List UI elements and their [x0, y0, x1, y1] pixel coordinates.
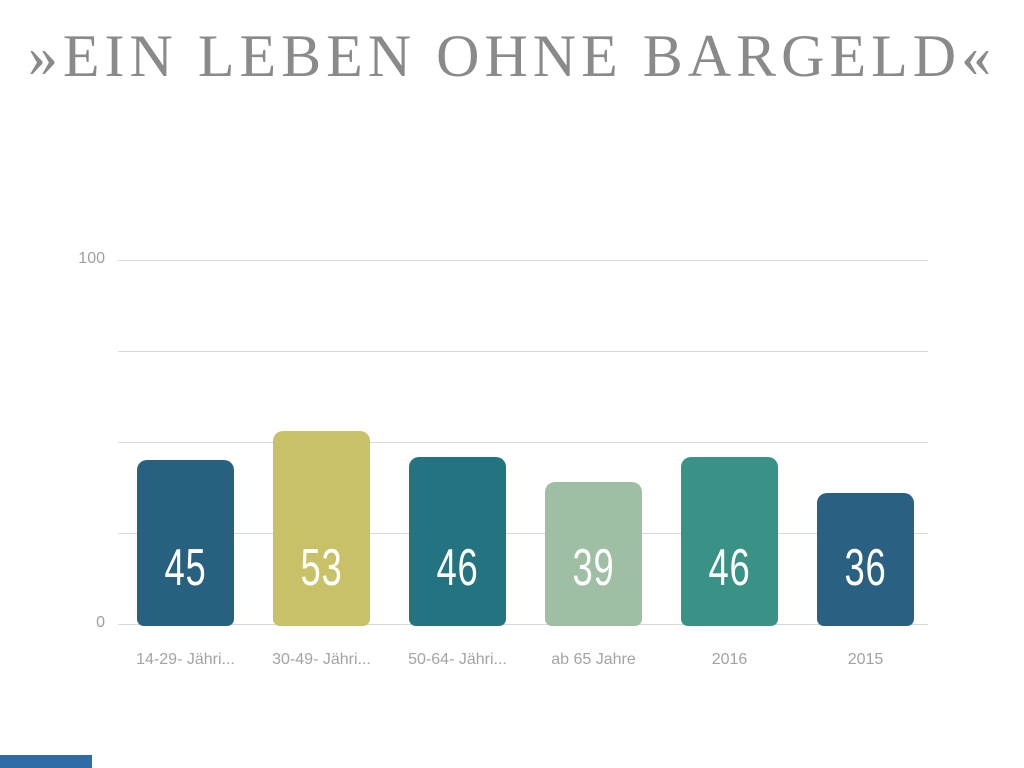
gridline-25	[118, 533, 928, 534]
gridline-75	[118, 351, 928, 352]
bar-14-29- Jähri...: 45	[137, 460, 234, 626]
gridline-50	[118, 442, 928, 443]
bottom-left-accent-bar	[0, 755, 92, 768]
category-label: 14-29- Jähri...	[136, 651, 235, 668]
slide-title: »EIN LEBEN OHNE BARGELD«	[27, 23, 997, 89]
category-label: 2015	[847, 651, 884, 668]
gridline-100	[118, 260, 928, 261]
bar-value-label: 39	[572, 538, 615, 597]
bar-value-label: 46	[708, 538, 751, 597]
y-axis-tick-0: 0	[96, 614, 105, 631]
bar-value-label: 46	[436, 538, 479, 597]
bar-2016: 46	[681, 456, 778, 626]
category-label: 50-64- Jähri...	[408, 651, 507, 668]
bar-value-label: 53	[300, 538, 343, 597]
bar-50-64- Jähri...: 46	[409, 456, 506, 626]
bar-ab 65 Jahre: 39	[545, 482, 642, 626]
category-label: 2016	[711, 651, 748, 668]
category-label: 30-49- Jähri...	[272, 651, 371, 668]
bar-2015: 36	[817, 492, 914, 626]
category-label: ab 65 Jahre	[551, 651, 636, 668]
gridline-0	[118, 624, 928, 625]
bar-value-label: 45	[164, 538, 207, 597]
bar-30-49- Jähri...: 53	[273, 431, 370, 626]
y-axis-tick-100: 100	[78, 250, 105, 267]
bar-value-label: 36	[844, 538, 887, 597]
